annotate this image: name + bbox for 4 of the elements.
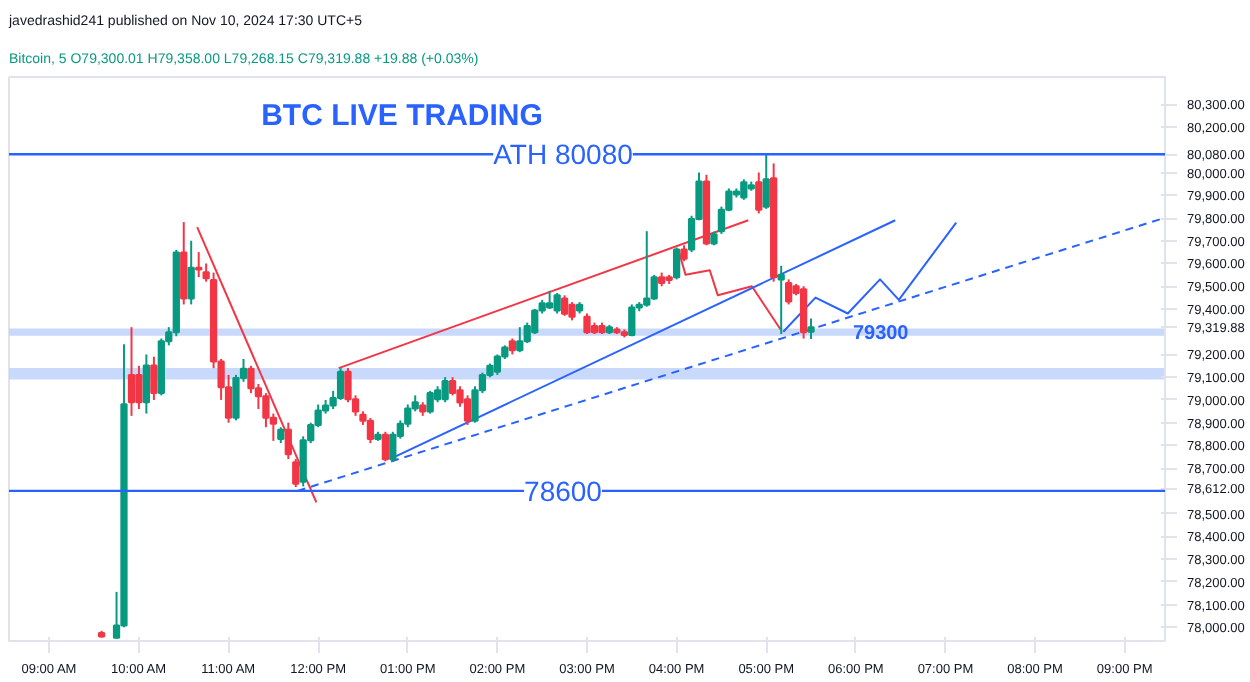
text: BTC LIVE TRADING (261, 99, 543, 134)
band-label: 79300 (852, 323, 910, 346)
ref-line-label: ATH 80080 (493, 138, 634, 171)
ref-line-label: 78600 (524, 474, 603, 507)
